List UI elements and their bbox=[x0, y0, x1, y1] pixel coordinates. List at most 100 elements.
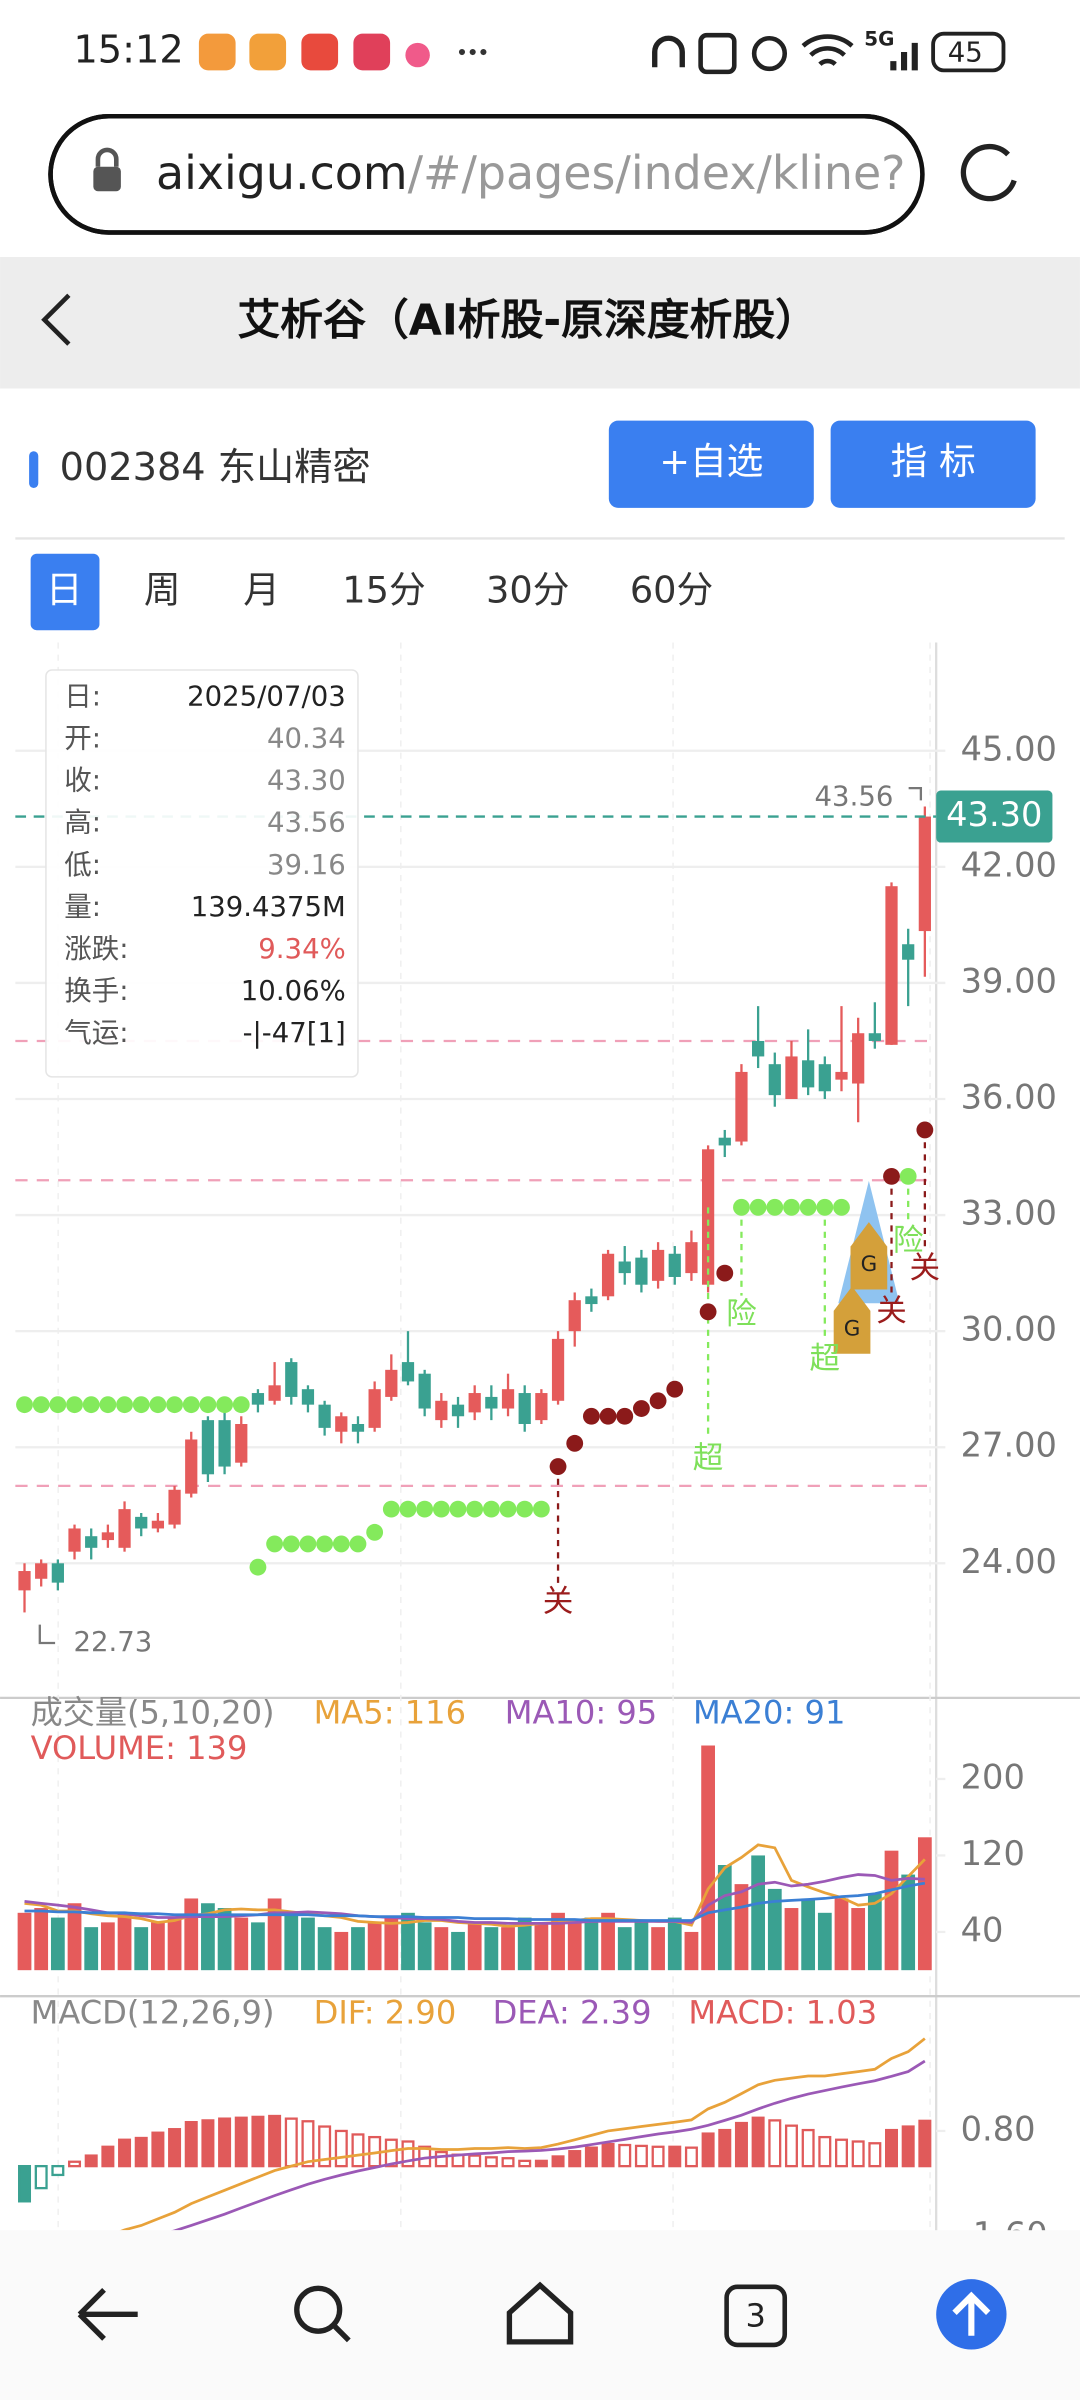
indicator-button[interactable] bbox=[830, 420, 1036, 508]
candle-body bbox=[185, 1439, 198, 1494]
legend-entry: 成交量(5,10,20) bbox=[31, 1694, 275, 1732]
stock-name: 002384 东山精密 bbox=[60, 446, 371, 490]
volume-bar bbox=[901, 1874, 916, 1971]
candle-body bbox=[618, 1261, 631, 1274]
volume-bar bbox=[451, 1931, 465, 1971]
battery bbox=[931, 31, 1006, 73]
macd-bar bbox=[851, 2140, 865, 2168]
legend-entry: DIF: 2.90 bbox=[314, 1994, 457, 2032]
volume-bar bbox=[867, 1893, 882, 1971]
back-button[interactable] bbox=[41, 293, 71, 346]
support-dot bbox=[466, 1500, 484, 1518]
volume-bar bbox=[301, 1917, 315, 1971]
y-tick-label: 45.00 bbox=[961, 729, 1057, 768]
reload-button[interactable] bbox=[960, 143, 1017, 202]
macd-bar bbox=[818, 2135, 832, 2168]
stop-dot bbox=[582, 1407, 600, 1425]
volume-bar bbox=[767, 1888, 782, 1971]
candle-body bbox=[35, 1563, 48, 1579]
y-tick-label: 120 bbox=[961, 1834, 1025, 1873]
macd-bar bbox=[834, 2138, 848, 2168]
support-dot bbox=[382, 1500, 400, 1518]
volume-bar bbox=[384, 1917, 399, 1971]
info-key: 量: bbox=[64, 891, 101, 923]
nav-home[interactable] bbox=[506, 2281, 574, 2345]
watchlist-button[interactable] bbox=[608, 420, 814, 508]
support-dot bbox=[516, 1500, 534, 1518]
info-value: 43.56 bbox=[267, 807, 346, 839]
nav-search[interactable] bbox=[294, 2285, 343, 2334]
nav-tabs[interactable] bbox=[724, 2284, 788, 2348]
volume-bar bbox=[251, 1922, 265, 1971]
support-dot bbox=[816, 1198, 834, 1216]
app-icon bbox=[353, 33, 391, 71]
macd-bar bbox=[684, 2146, 698, 2168]
candle-body bbox=[268, 1385, 281, 1401]
volume-bar bbox=[50, 1917, 65, 1971]
volume-bar bbox=[134, 1927, 149, 1971]
candle-body bbox=[68, 1528, 81, 1552]
volume-bar bbox=[267, 1898, 282, 1971]
stop-dot bbox=[666, 1380, 684, 1398]
stop-dot bbox=[633, 1400, 650, 1417]
volume-bar bbox=[517, 1917, 532, 1971]
support-dot bbox=[82, 1396, 100, 1414]
candle-body bbox=[752, 1040, 765, 1057]
support-dot bbox=[899, 1167, 917, 1185]
info-value: 40.34 bbox=[267, 723, 346, 755]
support-dot bbox=[282, 1535, 300, 1553]
macd-bar bbox=[784, 2124, 798, 2168]
macd-bar bbox=[584, 2146, 598, 2168]
info-key: 气运: bbox=[64, 1017, 128, 1049]
macd-bar bbox=[268, 2114, 282, 2168]
url-host: aixigu.com bbox=[156, 145, 408, 199]
y-tick-label: 33.00 bbox=[961, 1194, 1057, 1233]
tab-selected[interactable] bbox=[30, 553, 100, 631]
candle-body bbox=[468, 1393, 481, 1413]
stop-dot bbox=[549, 1458, 567, 1475]
support-dot bbox=[32, 1396, 50, 1414]
volume-bar bbox=[584, 1917, 599, 1971]
tab[interactable]: 60分 bbox=[630, 568, 713, 611]
candle-body bbox=[101, 1532, 114, 1541]
candle-body bbox=[51, 1563, 64, 1583]
volume-bar bbox=[834, 1898, 849, 1971]
support-dot bbox=[99, 1396, 117, 1414]
tab[interactable]: 月 bbox=[243, 568, 280, 611]
info-value: -|-47[1] bbox=[243, 1017, 346, 1049]
candle-body bbox=[902, 944, 915, 960]
alarm-icon bbox=[751, 35, 788, 72]
volume-bar bbox=[484, 1927, 499, 1971]
support-dot bbox=[249, 1558, 267, 1576]
volume-bar bbox=[284, 1912, 299, 1971]
volume-bar bbox=[84, 1927, 99, 1971]
info-value: 9.34% bbox=[258, 933, 345, 965]
network-type: 5G bbox=[864, 27, 894, 50]
header bbox=[0, 256, 1080, 389]
volume-bar bbox=[184, 1898, 199, 1971]
tab[interactable]: 周 bbox=[144, 568, 181, 611]
nav-back[interactable] bbox=[77, 2287, 138, 2341]
tab[interactable]: 15分 bbox=[342, 568, 425, 611]
volume-bar bbox=[501, 1927, 515, 1971]
volume-bar bbox=[601, 1912, 615, 1971]
support-dot bbox=[232, 1396, 250, 1414]
volume-bar bbox=[884, 1850, 899, 1971]
info-key: 换手: bbox=[64, 975, 128, 1007]
volume-bar bbox=[417, 1922, 432, 1971]
tab[interactable]: 30分 bbox=[486, 568, 569, 611]
volume-bar bbox=[167, 1917, 182, 1971]
macd-bar bbox=[401, 2140, 415, 2168]
candle-body bbox=[118, 1509, 131, 1548]
macd-bar bbox=[218, 2117, 232, 2168]
candle-body bbox=[435, 1400, 448, 1421]
volume-bar bbox=[567, 1922, 582, 1971]
macd-bar bbox=[901, 2125, 915, 2168]
candle-body bbox=[368, 1389, 381, 1428]
tab[interactable]: 日 bbox=[46, 568, 83, 611]
candle-body bbox=[18, 1571, 31, 1591]
volume-bar bbox=[117, 1912, 132, 1971]
candle-body bbox=[802, 1060, 815, 1088]
stop-dot bbox=[916, 1121, 934, 1139]
